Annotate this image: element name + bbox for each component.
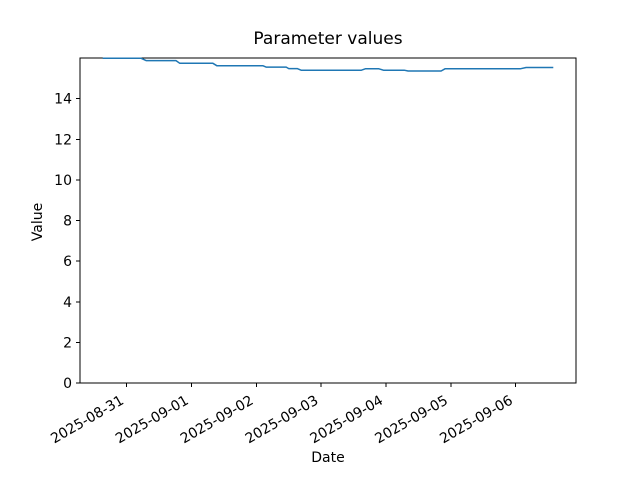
y-tick-label: 2 xyxy=(63,335,72,351)
series-line xyxy=(102,57,554,72)
x-tick-label: 2025-09-02 xyxy=(178,393,256,448)
x-tick-label: 2025-09-06 xyxy=(437,393,516,448)
chart-title: Parameter values xyxy=(253,29,403,49)
y-tick-label: 0 xyxy=(63,376,72,392)
y-tick-label: 12 xyxy=(54,132,72,148)
y-tick-label: 10 xyxy=(54,173,72,189)
y-tick-label: 6 xyxy=(63,254,72,270)
y-tick-label: 8 xyxy=(63,214,72,230)
y-tick-label: 14 xyxy=(54,92,72,108)
x-tick-label: 2025-08-31 xyxy=(48,393,126,448)
axes-frame xyxy=(79,57,577,384)
y-tick-label: 4 xyxy=(63,295,72,311)
x-tick-label: 2025-09-05 xyxy=(372,393,450,448)
x-axis-label: Date xyxy=(311,450,345,466)
x-tick-label: 2025-09-04 xyxy=(308,393,387,448)
x-tick-label: 2025-09-01 xyxy=(113,393,191,448)
x-tick-label: 2025-09-03 xyxy=(243,393,321,448)
